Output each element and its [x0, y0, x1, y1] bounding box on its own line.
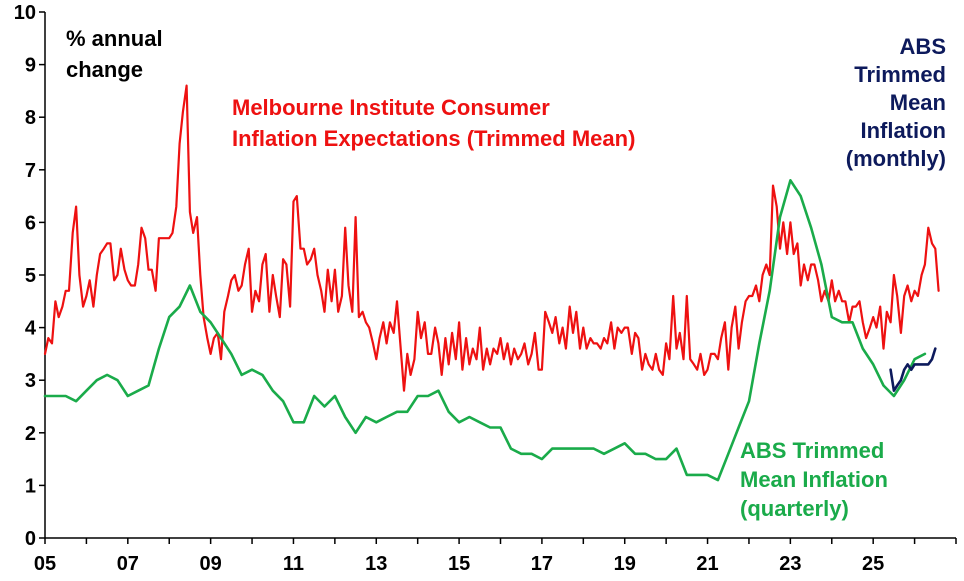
y-tick-label: 6 — [25, 212, 36, 234]
y-tick-label: 10 — [14, 2, 36, 24]
y-tick-label: 8 — [25, 107, 36, 129]
mi-series-label-line-1: Melbourne Institute Consumer — [232, 95, 550, 120]
monthly-series-label-line-1: ABS — [900, 34, 946, 59]
y-tick-label: 9 — [25, 55, 36, 77]
series-line-mi — [43, 84, 940, 392]
x-tick-label: 11 — [283, 553, 304, 575]
x-tick-label: 23 — [779, 553, 801, 575]
x-tick-label: 19 — [614, 553, 636, 575]
y-tick-label: 3 — [25, 370, 36, 392]
y-tick-label: 5 — [25, 265, 36, 287]
quarterly-series-label-line-3: (quarterly) — [740, 496, 849, 521]
quarterly-series-label-line-2: Mean Inflation — [740, 467, 888, 492]
x-tick-label: 05 — [34, 553, 56, 575]
y-tick-label: 7 — [25, 160, 36, 182]
series-line-quarterly — [43, 179, 927, 482]
x-tick-label: 25 — [862, 553, 884, 575]
y-tick-label: 4 — [25, 318, 37, 340]
y-axis-label-line-1: % annual — [66, 26, 163, 51]
series-layer — [43, 84, 940, 482]
x-tick-label: 17 — [531, 553, 553, 575]
monthly-series-label-line-3: Mean — [890, 90, 946, 115]
y-axis-label-line-2: change — [66, 57, 143, 82]
quarterly-series-label-line-1: ABS Trimmed — [740, 438, 884, 463]
series-line-monthly — [889, 347, 937, 392]
y-tick-label: 0 — [25, 528, 36, 550]
x-tick-label: 09 — [200, 553, 222, 575]
monthly-series-label-line-2: Trimmed — [854, 62, 946, 87]
x-tick-label: 13 — [365, 553, 387, 575]
x-tick-label: 07 — [117, 553, 139, 575]
y-tick-label: 2 — [25, 423, 36, 445]
mi-series-label-line-2: Inflation Expectations (Trimmed Mean) — [232, 126, 635, 151]
monthly-series-label-line-5: (monthly) — [846, 146, 946, 171]
monthly-series-label-line-4: Inflation — [860, 118, 946, 143]
x-tick-label: 21 — [696, 553, 718, 575]
x-tick-label: 15 — [448, 553, 470, 575]
y-tick-label: 1 — [25, 475, 36, 497]
